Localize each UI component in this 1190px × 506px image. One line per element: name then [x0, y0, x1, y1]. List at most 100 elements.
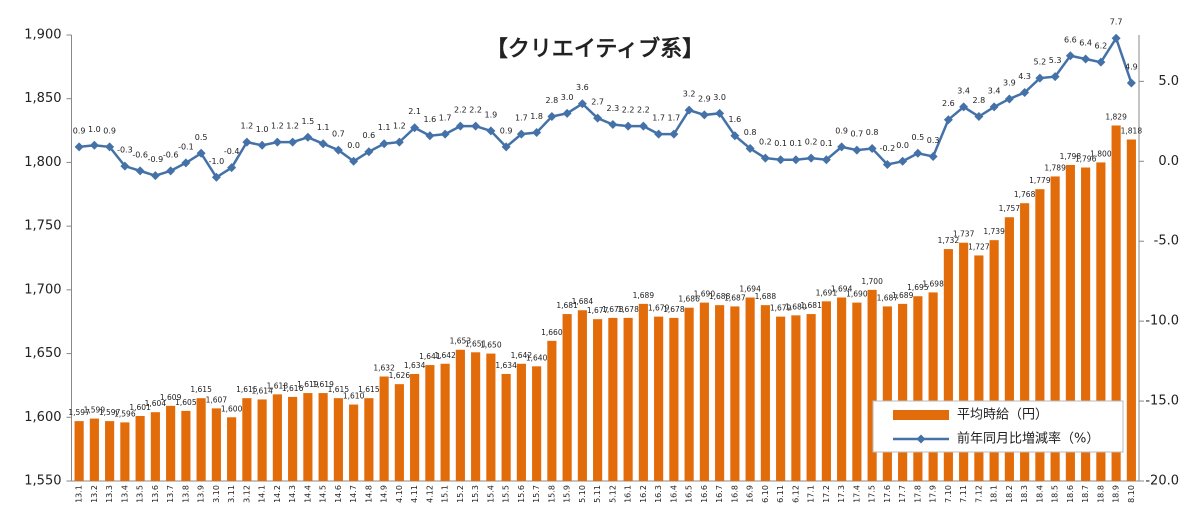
- x-tick-label: 15.7: [532, 485, 541, 503]
- x-tick-label: 14.8: [364, 485, 373, 503]
- x-tick-label: 16.6: [700, 485, 709, 503]
- bar: [837, 297, 847, 481]
- x-tick-label: 15.5: [502, 485, 511, 503]
- bar-value-label: 1,690: [694, 290, 716, 299]
- bar-value-label: 1,614: [251, 386, 273, 395]
- bar: [882, 306, 892, 481]
- line-marker: [1096, 57, 1106, 67]
- bar: [440, 363, 450, 481]
- bar: [349, 404, 359, 481]
- bar-value-label: 1,684: [572, 297, 594, 306]
- line-value-label: 1.5: [302, 117, 315, 126]
- bar-value-label: 1,798: [1060, 152, 1082, 161]
- line-value-label: 1.0: [256, 125, 269, 134]
- x-tick-label: 18.1: [990, 485, 999, 503]
- y-tick-label: 1,650: [24, 346, 61, 361]
- line-value-label: 3.0: [561, 93, 574, 102]
- x-tick-label: 5.10: [578, 485, 587, 503]
- line-value-label: 0.1: [790, 139, 803, 148]
- bar-value-label: 1,597: [68, 408, 90, 417]
- bar-value-label: 1,679: [770, 304, 792, 313]
- x-tick-label: 6.12: [791, 485, 800, 503]
- bar-value-label: 1,650: [480, 341, 502, 350]
- line-value-label: 2.3: [607, 104, 620, 113]
- y2-tick-label: 0.0: [1158, 154, 1179, 169]
- line-marker: [181, 158, 191, 168]
- line-marker: [532, 128, 542, 138]
- bar-value-label: 1,678: [663, 305, 685, 314]
- line-value-label: 0.8: [866, 128, 879, 137]
- x-tick-label: 13.6: [151, 485, 160, 503]
- line-value-label: 1.1: [378, 123, 391, 132]
- line-value-label: -0.6: [132, 150, 148, 159]
- line-marker: [272, 137, 282, 147]
- bar: [1020, 203, 1030, 481]
- line-marker: [1126, 78, 1136, 88]
- bar: [989, 240, 999, 481]
- x-tick-label: 7.10: [944, 485, 953, 503]
- bar-value-label: 1,596: [114, 409, 136, 418]
- x-tick-label: 5.11: [593, 485, 602, 503]
- x-tick-label: 15.9: [563, 485, 572, 503]
- x-tick-label: 16.9: [746, 485, 755, 503]
- bar: [288, 396, 298, 481]
- line-value-label: 2.8: [973, 96, 986, 105]
- bar-value-label: 1,660: [541, 328, 563, 337]
- line-value-label: 6.4: [1079, 38, 1092, 47]
- line-marker: [928, 151, 938, 161]
- line-value-label: 0.1: [820, 139, 833, 148]
- line: [78, 35, 1133, 179]
- bar: [364, 398, 374, 481]
- y-tick-label: 1,850: [24, 91, 61, 106]
- x-tick-label: 17.5: [868, 485, 877, 503]
- bar: [486, 353, 496, 481]
- bar-value-label: 1,651: [465, 339, 487, 348]
- line-value-label: 1.2: [271, 122, 284, 131]
- line-value-label: -1.0: [209, 157, 225, 166]
- bar-value-label: 1,607: [206, 395, 228, 404]
- x-tick-label: 15.1: [441, 485, 450, 503]
- line-marker: [227, 163, 237, 173]
- line-value-label: 7.7: [1110, 18, 1123, 27]
- bar-value-label: 1,609: [160, 393, 182, 402]
- line-marker: [257, 140, 267, 150]
- x-tick-label: 13.1: [75, 485, 84, 503]
- line-value-label: 2.1: [408, 107, 421, 116]
- bar: [943, 249, 953, 481]
- x-tick-label: 13.5: [136, 485, 145, 503]
- line-value-label: 0.9: [73, 126, 86, 135]
- x-tick-label: 14.7: [349, 485, 358, 503]
- bar-value-label: 1,642: [511, 351, 533, 360]
- line-value-label: 4.9: [1125, 62, 1138, 71]
- bar: [501, 373, 511, 481]
- line-marker: [776, 155, 786, 165]
- x-tick-label: 17.1: [807, 485, 816, 503]
- line-value-label: 4.3: [1018, 72, 1031, 81]
- line-value-label: 0.8: [744, 128, 757, 137]
- line-value-label: 0.9: [835, 126, 848, 135]
- bar: [1050, 176, 1060, 481]
- y-tick-label: 1,800: [24, 155, 61, 170]
- line-value-label: 6.6: [1064, 35, 1077, 44]
- bar: [913, 296, 923, 481]
- x-tick-label: 18.2: [1005, 485, 1014, 503]
- x-tick-label: 15.2: [456, 485, 465, 503]
- line-marker: [547, 112, 557, 122]
- line-value-label: 0.7: [332, 130, 345, 139]
- bar-value-label: 1,600: [221, 404, 243, 413]
- x-tick-label: 16.4: [669, 485, 678, 503]
- bar: [638, 303, 648, 481]
- bar-value-label: 1,698: [922, 279, 944, 288]
- line-marker: [638, 121, 648, 131]
- bar: [257, 399, 267, 481]
- line-marker: [166, 166, 176, 176]
- bar-value-label: 1,690: [846, 290, 868, 299]
- line-marker: [913, 148, 923, 158]
- line-value-label: 0.9: [103, 126, 116, 135]
- bar-value-label: 1,678: [617, 305, 639, 314]
- bar: [120, 422, 130, 481]
- bar: [303, 393, 313, 481]
- bar-value-label: 1,688: [755, 292, 777, 301]
- line-value-label: 0.0: [896, 141, 909, 150]
- line-marker: [821, 155, 831, 165]
